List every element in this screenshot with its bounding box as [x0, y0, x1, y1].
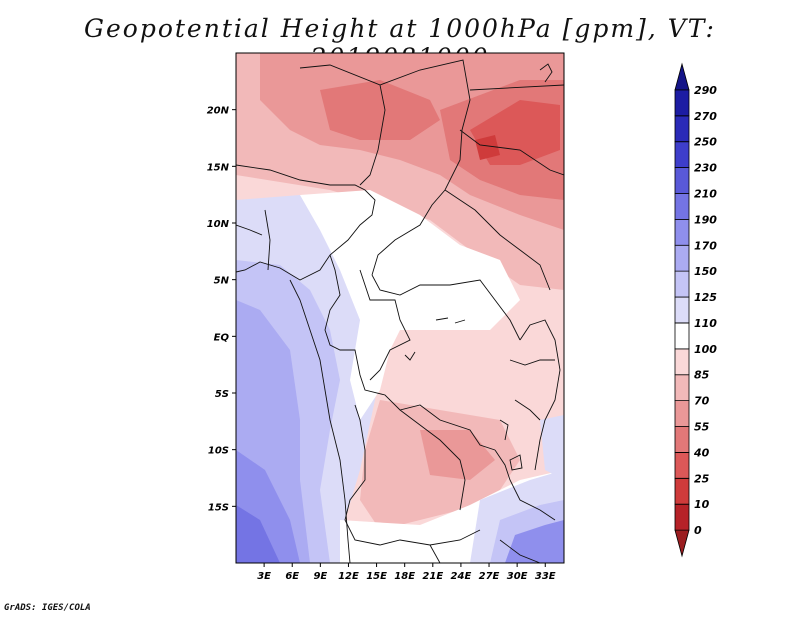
colorbar-label: 290 — [694, 84, 717, 97]
y-tick-label: 5N — [214, 276, 230, 287]
y-tick-label: 10N — [207, 219, 230, 230]
colorbar-label: 270 — [694, 110, 717, 123]
colorbar-label: 150 — [694, 265, 717, 278]
x-axis: 3E 6E 9E 12E 15E 18E 21E 24E 27E 30E 33E — [257, 563, 556, 582]
colorbar-swatch — [674, 244, 690, 272]
x-tick-label: 30E — [507, 571, 528, 582]
colorbar-swatch — [674, 62, 690, 91]
colorbar-label: 10 — [694, 498, 710, 511]
y-tick-label: EQ — [214, 332, 230, 343]
x-tick-label: 24E — [451, 571, 472, 582]
colorbar-swatch — [674, 89, 690, 117]
field-sahara-55 — [320, 80, 440, 140]
colorbar-label: 210 — [694, 187, 717, 200]
field-central-110 — [300, 190, 520, 420]
colorbar-label: 125 — [694, 291, 717, 304]
y-tick-label: 5S — [215, 389, 229, 400]
colorbar-swatch — [674, 270, 690, 298]
colorbar-swatch — [674, 193, 690, 220]
colorbar-swatch — [674, 529, 690, 558]
colorbar-label: 170 — [694, 239, 717, 252]
colorbar: 0 10 25 40 55 70 85 100 110 125 150 170 190 210 230 250… — [674, 62, 717, 558]
colorbar-label: 55 — [694, 421, 710, 434]
x-tick-label: 6E — [285, 571, 299, 582]
y-tick-label: 20N — [207, 106, 230, 117]
colorbar-swatch — [674, 503, 690, 531]
field-sudan-25 — [475, 135, 500, 160]
colorbar-swatch — [674, 115, 690, 143]
x-tick-label: 33E — [535, 571, 556, 582]
x-tick-label: 27E — [479, 571, 500, 582]
colorbar-label: 0 — [694, 524, 702, 537]
x-tick-label: 15E — [366, 571, 387, 582]
colorbar-swatch — [674, 400, 690, 427]
x-tick-label: 21E — [422, 571, 443, 582]
colorbar-swatch — [674, 374, 690, 402]
y-tick-label: 10S — [208, 446, 229, 457]
x-tick-label: 18E — [394, 571, 415, 582]
colorbar-swatch — [674, 477, 690, 505]
x-tick-label: 9E — [313, 571, 327, 582]
colorbar-label: 230 — [694, 162, 717, 175]
colorbar-swatch — [674, 167, 690, 194]
country-borders — [236, 59, 564, 563]
grads-credit: GrADS: IGES/COLA — [4, 603, 91, 613]
field-west-210 — [236, 505, 280, 563]
colorbar-label: 85 — [694, 369, 710, 382]
colorbar-label: 70 — [694, 395, 710, 408]
colorbar-label: 110 — [694, 317, 717, 330]
colorbar-swatch — [674, 426, 690, 453]
colorbar-label: 40 — [693, 446, 710, 459]
y-tick-label: 15N — [207, 162, 230, 173]
field-east-125 — [540, 415, 564, 480]
field-se-190 — [505, 520, 564, 563]
x-tick-label: 3E — [257, 571, 271, 582]
colorbar-swatch — [674, 141, 690, 168]
height-field — [236, 53, 564, 563]
map-panel — [235, 52, 565, 564]
field-south-70 — [420, 430, 495, 480]
colorbar-label: 190 — [694, 213, 717, 226]
x-tick-label: 12E — [338, 571, 359, 582]
colorbar-swatch — [674, 322, 690, 350]
colorbar-label: 100 — [694, 343, 717, 356]
y-axis: 20N 15N 10N 5N EQ 5S 10S 15S — [207, 106, 236, 513]
colorbar-swatch — [674, 296, 690, 324]
colorbar-swatch — [674, 452, 690, 479]
colorbar-label: 250 — [694, 136, 717, 149]
colorbar-swatch — [674, 218, 690, 246]
colorbar-label: 25 — [694, 472, 710, 485]
map-frame — [235, 52, 565, 564]
y-tick-label: 15S — [208, 502, 229, 513]
colorbar-swatch — [674, 348, 690, 376]
